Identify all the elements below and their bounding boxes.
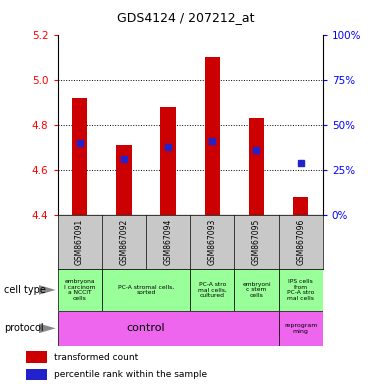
Text: PC-A stromal cells,
sorted: PC-A stromal cells, sorted xyxy=(118,285,174,295)
Bar xyxy=(279,269,323,311)
Bar xyxy=(249,118,264,215)
Text: protocol: protocol xyxy=(4,323,43,333)
Polygon shape xyxy=(39,323,56,333)
Text: transformed count: transformed count xyxy=(54,353,138,362)
Bar xyxy=(58,269,102,311)
Bar xyxy=(279,311,323,346)
Text: IPS cells
from
PC-A stro
mal cells: IPS cells from PC-A stro mal cells xyxy=(287,279,314,301)
Text: percentile rank within the sample: percentile rank within the sample xyxy=(54,370,207,379)
Bar xyxy=(293,197,308,215)
Bar xyxy=(234,269,279,311)
Text: GSM867095: GSM867095 xyxy=(252,219,261,265)
Text: embryoni
c stem
cells: embryoni c stem cells xyxy=(242,281,271,298)
Text: GDS4124 / 207212_at: GDS4124 / 207212_at xyxy=(117,11,254,24)
Bar xyxy=(72,98,87,215)
Text: control: control xyxy=(127,323,165,333)
Text: GSM867096: GSM867096 xyxy=(296,219,305,265)
Bar xyxy=(190,269,234,311)
Bar xyxy=(26,369,47,380)
Bar xyxy=(160,107,176,215)
Bar xyxy=(26,351,47,363)
Text: GSM867094: GSM867094 xyxy=(164,219,173,265)
Text: embryona
l carcinom
a NCCIT
cells: embryona l carcinom a NCCIT cells xyxy=(64,279,95,301)
Text: PC-A stro
mal cells,
cultured: PC-A stro mal cells, cultured xyxy=(198,281,227,298)
Text: GSM867093: GSM867093 xyxy=(208,219,217,265)
Text: cell type: cell type xyxy=(4,285,46,295)
Bar xyxy=(102,269,190,311)
Bar xyxy=(116,145,132,215)
Text: GSM867092: GSM867092 xyxy=(119,219,128,265)
Polygon shape xyxy=(39,285,56,295)
Bar xyxy=(204,57,220,215)
Text: GSM867091: GSM867091 xyxy=(75,219,84,265)
Bar xyxy=(58,311,279,346)
Text: reprogram
ming: reprogram ming xyxy=(284,323,317,334)
